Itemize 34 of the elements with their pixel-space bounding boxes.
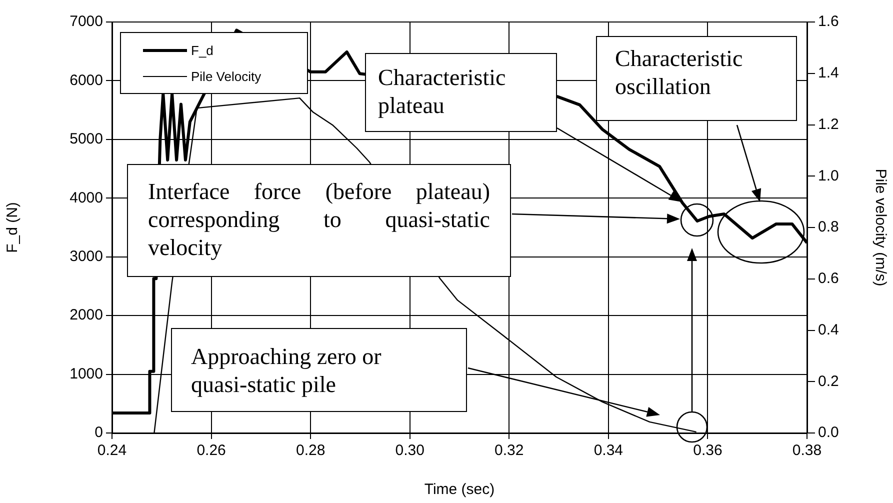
y2-axis-title: Pile velocity (m/s) <box>872 168 889 286</box>
x-tick-label: 0.28 <box>296 442 326 460</box>
y2-tick-label: 0.6 <box>818 270 839 288</box>
x-tick-label: 0.38 <box>792 442 822 460</box>
y2-tick-label: 1.6 <box>818 13 839 30</box>
y2-tick-label: 0.2 <box>818 372 839 390</box>
y-axis-title: F_d (N) <box>4 202 22 253</box>
x-tick-label: 0.26 <box>196 442 226 460</box>
y-tick-label: 7000 <box>70 13 103 30</box>
x-tick-label: 0.30 <box>395 442 424 460</box>
y2-tick-label: 0.4 <box>818 321 839 338</box>
x-axis-title: Time (sec) <box>424 481 495 498</box>
y-tick-label: 5000 <box>70 130 103 148</box>
y-tick-label: 3000 <box>70 248 103 265</box>
y-tick-label: 6000 <box>70 72 103 89</box>
y-tick-label: 0 <box>94 424 103 442</box>
y2-tick-label: 0.0 <box>818 424 839 442</box>
callout-box: Interface force (before plateau) corresponding to quasi-static velocity <box>127 164 511 277</box>
y2-tick-label: 1.2 <box>818 116 839 133</box>
y2-tick-label: 1.4 <box>818 64 839 82</box>
x-tick-label: 0.24 <box>97 442 127 460</box>
legend-label: F_d <box>191 42 214 58</box>
y2-tick-label: 1.0 <box>818 167 839 184</box>
callout-box: Characteristic oscillation <box>596 36 797 121</box>
y2-tick-label: 0.8 <box>818 218 839 236</box>
callout-box: Characteristic plateau <box>365 53 557 132</box>
x-tick-label: 0.34 <box>594 442 624 460</box>
y-tick-label: 2000 <box>70 306 103 324</box>
x-tick-label: 0.32 <box>494 442 524 460</box>
callout-box: Approaching zero or quasi-static pile <box>171 328 467 412</box>
y-tick-label: 4000 <box>70 189 103 206</box>
x-tick-label: 0.36 <box>693 442 722 460</box>
legend-label: Pile Velocity <box>191 68 262 84</box>
y-tick-label: 1000 <box>70 365 103 382</box>
